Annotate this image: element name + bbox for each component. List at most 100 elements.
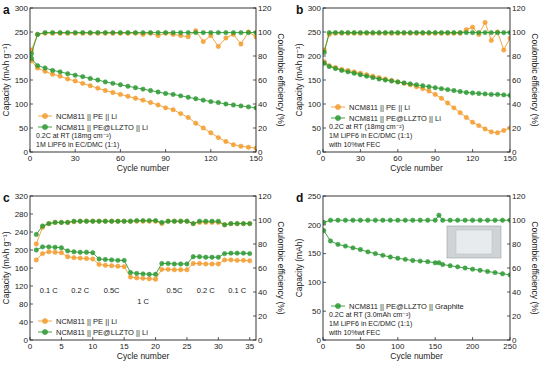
annotation: 0.2C at RT (18mg cm⁻²)	[329, 123, 404, 131]
point	[160, 220, 164, 224]
y2-tick	[507, 316, 510, 317]
point	[333, 66, 337, 70]
point	[433, 31, 437, 35]
panel-letter: a	[3, 3, 10, 17]
plot-frame	[30, 196, 256, 340]
x-tick	[92, 337, 93, 340]
point	[72, 220, 76, 224]
point	[194, 30, 198, 34]
point	[336, 242, 340, 246]
point	[389, 78, 393, 82]
point	[40, 245, 44, 249]
x-axis-label: Cycle number	[117, 163, 170, 173]
point	[128, 219, 132, 223]
point	[440, 218, 444, 222]
point	[96, 78, 100, 82]
point	[65, 72, 69, 76]
point	[377, 31, 381, 35]
point	[414, 31, 418, 35]
point	[111, 30, 115, 34]
point	[239, 144, 243, 148]
point	[235, 221, 239, 225]
figure: 0306090120150050100150200250300020406080…	[0, 0, 547, 368]
point	[328, 239, 332, 243]
inset-photo-cell	[456, 230, 492, 254]
x-tick	[249, 337, 250, 340]
x-tick	[435, 337, 436, 340]
y2-tick-label: 120	[258, 4, 272, 13]
point	[65, 31, 69, 35]
point	[88, 84, 92, 88]
point	[43, 66, 47, 70]
point	[78, 256, 82, 260]
point	[381, 218, 385, 222]
point	[126, 30, 130, 34]
plot-frame	[323, 8, 510, 152]
point	[84, 219, 88, 223]
point	[96, 86, 100, 90]
point	[141, 219, 145, 223]
point	[128, 275, 132, 279]
point	[185, 268, 189, 272]
series-line	[36, 252, 249, 279]
point	[470, 25, 474, 29]
legend-marker	[42, 113, 47, 118]
point	[156, 103, 160, 107]
point	[452, 106, 456, 110]
y-tick-label: 200	[308, 221, 322, 230]
point	[408, 83, 412, 87]
point	[103, 219, 107, 223]
point	[118, 83, 122, 87]
point	[346, 70, 350, 74]
point	[147, 277, 151, 281]
point	[439, 30, 443, 34]
point	[235, 258, 239, 262]
point	[148, 100, 152, 104]
legend-label: NCM811 || PE@LLZTO || Li	[56, 328, 148, 337]
point	[216, 255, 220, 259]
point	[186, 95, 190, 99]
annotation: 0.5C	[166, 286, 182, 295]
point	[408, 82, 412, 86]
y2-tick-label: 120	[512, 4, 526, 13]
x-tick-label: 20	[151, 342, 160, 351]
point	[122, 258, 126, 262]
point	[72, 219, 76, 223]
point	[248, 259, 252, 263]
series-line	[324, 215, 510, 222]
point	[148, 88, 152, 92]
x-tick	[397, 337, 398, 340]
point	[141, 87, 145, 91]
point	[239, 30, 243, 34]
point	[147, 272, 151, 276]
point	[358, 247, 362, 251]
point	[43, 31, 47, 35]
y-tick-label: 300	[308, 4, 322, 13]
y-tick-label: 50	[312, 124, 321, 133]
point	[178, 30, 182, 34]
point	[235, 221, 239, 225]
point	[478, 218, 482, 222]
point	[166, 261, 170, 265]
annotation: 1M LiPF6 in EC/DMC (1:1)	[329, 132, 412, 140]
point	[81, 74, 85, 78]
plot-area	[30, 29, 256, 151]
point	[389, 30, 393, 34]
x-tick-label: 0	[321, 342, 326, 351]
point	[103, 31, 107, 35]
x-tick	[360, 337, 361, 340]
point	[340, 67, 344, 71]
point	[122, 219, 126, 223]
y2-axis-label: Coulombic efficiency (%)	[276, 221, 286, 315]
point	[389, 31, 393, 35]
y2-tick-label: 40	[512, 288, 521, 297]
y-tick-label: 0	[317, 336, 322, 345]
point	[84, 250, 88, 254]
point	[352, 31, 356, 35]
point	[191, 221, 195, 225]
x-tick-label: 15	[120, 342, 129, 351]
point	[116, 264, 120, 268]
point	[209, 131, 213, 135]
point	[43, 30, 47, 34]
y-tick-label: 250	[15, 28, 29, 37]
